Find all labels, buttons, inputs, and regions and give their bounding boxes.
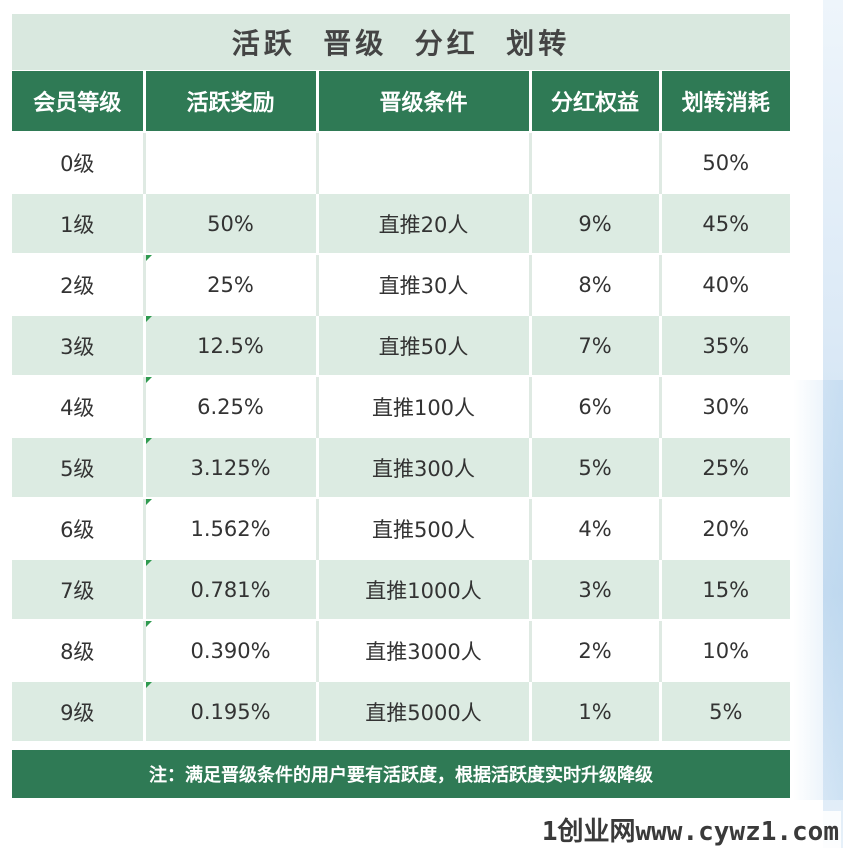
table-row: 3级 12.5% 直推50人 7% 35%: [12, 314, 790, 376]
cell-level: 3级: [12, 314, 146, 376]
cell-level: 1级: [12, 192, 146, 254]
header-dividend-rights: 分红权益: [530, 71, 662, 132]
header-active-reward: 活跃奖励: [144, 71, 319, 132]
cell-active-reward: 1.562%: [144, 497, 319, 559]
cell-active-reward: 6.25%: [144, 375, 319, 437]
table-row: 4级 6.25% 直推100人 6% 30%: [12, 375, 790, 437]
cell-active-reward-text: 1.562%: [190, 516, 271, 541]
cell-active-reward-text: 6.25%: [197, 394, 264, 419]
membership-table: 会员等级 活跃奖励 晋级条件 分红权益 划转消耗 0级 50% 1级 50: [12, 71, 790, 741]
cell-level: 0级: [12, 131, 146, 193]
header-row: 会员等级 活跃奖励 晋级条件 分红权益 划转消耗: [12, 71, 790, 132]
footnote: 注：满足晋级条件的用户要有活跃度，根据活跃度实时升级降级: [149, 765, 653, 786]
cell-active-reward: [144, 131, 319, 193]
cell-upgrade-condition: 直推30人: [317, 253, 532, 315]
cell-transfer-cost: 25%: [660, 436, 790, 498]
title-bar: 活跃 晋级 分红 划转: [12, 14, 790, 70]
cell-level: 4级: [12, 375, 146, 437]
cell-active-reward-text: 12.5%: [197, 333, 264, 358]
cell-level: 5级: [12, 436, 146, 498]
cell-upgrade-condition: 直推5000人: [317, 680, 532, 741]
cell-active-reward-text: 0.195%: [190, 699, 271, 724]
cell-transfer-cost: 40%: [660, 253, 790, 315]
table-row: 7级 0.781% 直推1000人 3% 15%: [12, 558, 790, 620]
comment-marker-icon: [145, 255, 152, 261]
table-row: 2级 25% 直推30人 8% 40%: [12, 253, 790, 315]
header-transfer-cost: 划转消耗: [660, 71, 790, 132]
header-level: 会员等级: [12, 71, 146, 132]
cell-upgrade-condition: 直推20人: [317, 192, 532, 254]
cell-dividend-rights: 8%: [530, 253, 662, 315]
cell-dividend-rights: 2%: [530, 619, 662, 681]
cell-active-reward: 0.195%: [144, 680, 319, 741]
cell-transfer-cost: 35%: [660, 314, 790, 376]
membership-table-card: 活跃 晋级 分红 划转 会员等级 活跃奖励 晋级条件 分红权益 划转消耗: [12, 14, 790, 798]
cell-transfer-cost: 30%: [660, 375, 790, 437]
cell-level: 8级: [12, 619, 146, 681]
comment-marker-icon: [145, 560, 152, 566]
table-row: 9级 0.195% 直推5000人 1% 5%: [12, 680, 790, 741]
cell-active-reward: 50%: [144, 192, 319, 254]
comment-marker-icon: [145, 377, 152, 383]
cell-transfer-cost: 45%: [660, 192, 790, 254]
cell-upgrade-condition: 直推300人: [317, 436, 532, 498]
cell-dividend-rights: 7%: [530, 314, 662, 376]
cell-transfer-cost: 10%: [660, 619, 790, 681]
comment-marker-icon: [145, 621, 152, 627]
site-watermark: 1创业网www.cywz1.com: [539, 811, 841, 848]
table-row: 6级 1.562% 直推500人 4% 20%: [12, 497, 790, 559]
cell-upgrade-condition: 直推50人: [317, 314, 532, 376]
cell-upgrade-condition: 直推1000人: [317, 558, 532, 620]
cell-dividend-rights: 4%: [530, 497, 662, 559]
cell-active-reward: 3.125%: [144, 436, 319, 498]
cell-transfer-cost: 5%: [660, 680, 790, 741]
note-bar: 注：满足晋级条件的用户要有活跃度，根据活跃度实时升级降级: [12, 750, 790, 798]
cell-active-reward: 0.781%: [144, 558, 319, 620]
cell-active-reward-text: 0.390%: [190, 638, 271, 663]
cell-transfer-cost: 50%: [660, 131, 790, 193]
cell-active-reward: 12.5%: [144, 314, 319, 376]
cell-active-reward-text: 25%: [207, 272, 254, 297]
comment-marker-icon: [145, 682, 152, 688]
cell-dividend-rights: 9%: [530, 192, 662, 254]
cell-active-reward: 0.390%: [144, 619, 319, 681]
cell-transfer-cost: 20%: [660, 497, 790, 559]
edge-decoration: [823, 0, 843, 848]
table-body: 0级 50% 1级 50% 直推20人 9% 45% 2级 25% 直推30人: [12, 131, 790, 741]
cell-active-reward-text: 3.125%: [190, 455, 271, 480]
comment-marker-icon: [145, 316, 152, 322]
cell-level: 7级: [12, 558, 146, 620]
cell-active-reward: 25%: [144, 253, 319, 315]
comment-marker-icon: [145, 499, 152, 505]
cell-dividend-rights: 5%: [530, 436, 662, 498]
cell-transfer-cost: 15%: [660, 558, 790, 620]
table-row: 1级 50% 直推20人 9% 45%: [12, 192, 790, 254]
table-row: 0级 50%: [12, 131, 790, 193]
cell-dividend-rights: [530, 131, 662, 193]
table-row: 5级 3.125% 直推300人 5% 25%: [12, 436, 790, 498]
cell-dividend-rights: 6%: [530, 375, 662, 437]
cell-upgrade-condition: 直推500人: [317, 497, 532, 559]
cell-active-reward-text: 0.781%: [190, 577, 271, 602]
comment-marker-icon: [145, 438, 152, 444]
cell-upgrade-condition: 直推100人: [317, 375, 532, 437]
cell-level: 6级: [12, 497, 146, 559]
cell-upgrade-condition: [317, 131, 532, 193]
cell-dividend-rights: 3%: [530, 558, 662, 620]
cell-upgrade-condition: 直推3000人: [317, 619, 532, 681]
header-upgrade-condition: 晋级条件: [317, 71, 532, 132]
edge-glow-decoration: [793, 380, 843, 800]
table-row: 8级 0.390% 直推3000人 2% 10%: [12, 619, 790, 681]
cell-dividend-rights: 1%: [530, 680, 662, 741]
table-title: 活跃 晋级 分红 划转: [231, 27, 571, 60]
cell-level: 9级: [12, 680, 146, 741]
cell-level: 2级: [12, 253, 146, 315]
